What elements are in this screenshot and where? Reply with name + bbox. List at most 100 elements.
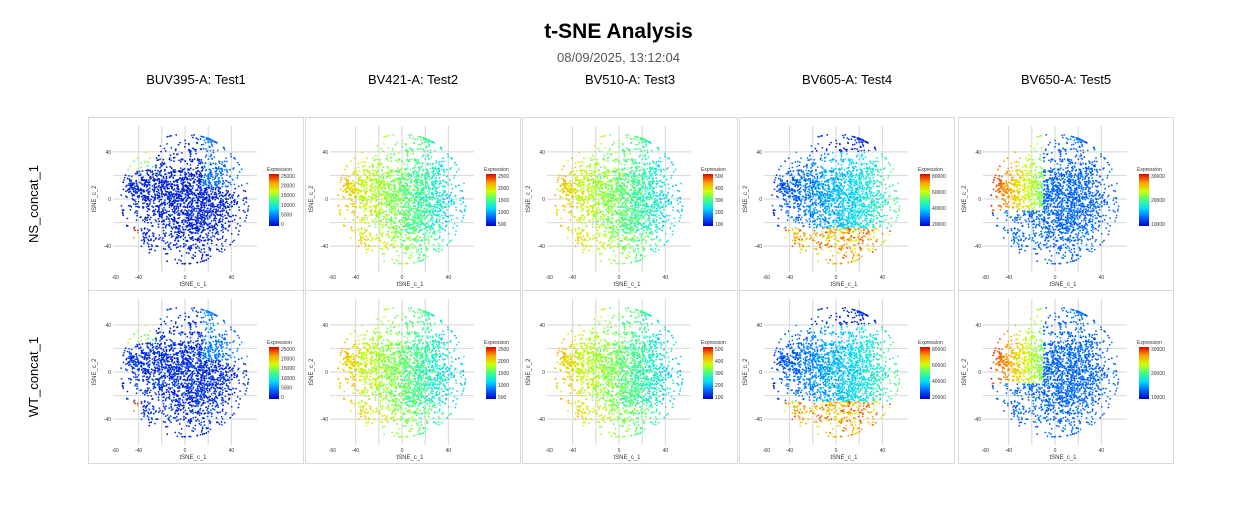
data-point	[181, 231, 184, 234]
data-point	[435, 192, 437, 195]
data-point	[197, 229, 200, 232]
data-point	[414, 197, 416, 199]
data-point	[176, 211, 178, 214]
data-point	[370, 189, 373, 192]
data-point	[125, 190, 127, 193]
data-point	[160, 183, 163, 186]
data-point	[417, 223, 419, 225]
data-point	[184, 212, 187, 215]
data-point	[426, 229, 428, 232]
data-point	[203, 251, 206, 254]
data-point	[419, 179, 422, 181]
data-point	[139, 216, 142, 219]
data-point	[605, 214, 607, 216]
data-point	[210, 143, 213, 146]
data-point	[437, 223, 440, 226]
data-point	[646, 198, 648, 200]
data-point	[146, 172, 149, 175]
data-point	[207, 177, 210, 180]
data-point	[421, 239, 424, 242]
data-point	[153, 202, 155, 205]
data-point	[170, 197, 173, 199]
data-point	[612, 177, 615, 180]
data-point	[450, 199, 453, 202]
data-point	[431, 163, 434, 166]
data-point	[343, 184, 345, 187]
data-point	[177, 200, 180, 202]
data-point	[173, 226, 175, 229]
data-point	[133, 182, 135, 185]
data-point	[210, 153, 212, 156]
data-point	[176, 231, 178, 234]
data-point	[445, 206, 447, 209]
data-point	[208, 195, 211, 198]
data-point	[206, 211, 208, 214]
data-point	[210, 186, 213, 188]
data-point	[148, 176, 151, 179]
data-point	[353, 203, 356, 205]
data-point	[446, 220, 448, 223]
data-point	[190, 247, 193, 250]
data-point	[187, 202, 190, 205]
data-point	[237, 195, 239, 198]
data-point	[438, 163, 440, 166]
data-point	[388, 208, 391, 211]
data-point	[200, 239, 203, 242]
data-point	[210, 236, 212, 239]
data-point	[374, 223, 377, 226]
data-point	[186, 222, 189, 224]
data-point	[140, 176, 143, 179]
data-point	[383, 210, 385, 213]
data-point	[447, 195, 450, 198]
data-point	[438, 213, 441, 216]
data-point	[372, 220, 375, 223]
data-point	[570, 157, 573, 160]
data-point	[581, 216, 583, 219]
data-point	[412, 167, 414, 169]
data-point	[213, 217, 216, 220]
data-point	[175, 134, 178, 136]
data-point	[432, 169, 435, 171]
data-point	[193, 208, 195, 211]
data-point	[379, 232, 382, 235]
data-point	[392, 180, 394, 183]
data-point	[398, 226, 401, 228]
data-point	[414, 192, 416, 195]
data-point	[627, 174, 630, 176]
data-point	[168, 201, 171, 204]
data-point	[364, 164, 367, 167]
data-point	[398, 183, 401, 185]
data-point	[206, 214, 209, 216]
data-point	[210, 175, 213, 177]
data-point	[435, 160, 437, 163]
data-point	[238, 230, 240, 232]
data-point	[214, 232, 217, 235]
data-point	[389, 177, 392, 179]
x-tick-label: 40	[229, 275, 235, 281]
data-point	[159, 163, 162, 166]
data-point	[417, 191, 420, 194]
data-point	[409, 213, 412, 216]
data-points	[337, 134, 467, 265]
data-point	[431, 193, 434, 195]
data-point	[148, 199, 151, 202]
data-point	[158, 200, 161, 203]
data-point	[167, 183, 169, 185]
data-point	[148, 214, 150, 217]
data-point	[233, 157, 235, 159]
data-point	[376, 158, 378, 160]
data-point	[413, 201, 416, 204]
data-point	[162, 247, 165, 250]
data-point	[203, 139, 206, 142]
data-point	[402, 184, 405, 187]
data-point	[420, 223, 422, 226]
data-point	[173, 207, 175, 210]
data-point	[419, 184, 422, 187]
data-point	[378, 195, 381, 198]
data-point	[162, 158, 165, 161]
data-point	[215, 196, 218, 199]
data-point	[214, 188, 217, 191]
data-point	[417, 143, 420, 146]
data-point	[158, 212, 161, 215]
data-point	[406, 164, 409, 166]
